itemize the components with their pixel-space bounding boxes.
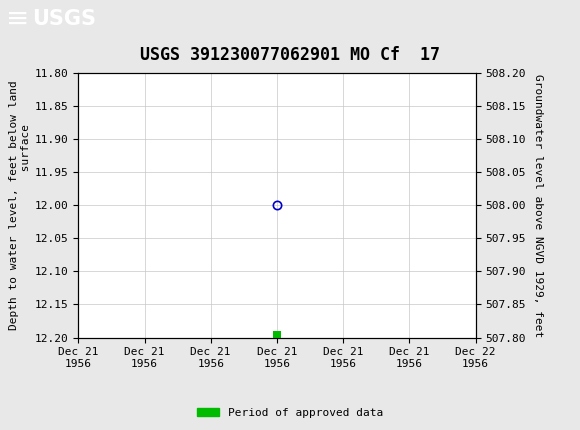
Bar xyxy=(273,331,281,338)
Legend: Period of approved data: Period of approved data xyxy=(193,403,387,422)
Y-axis label: Groundwater level above NGVD 1929, feet: Groundwater level above NGVD 1929, feet xyxy=(533,74,543,337)
Text: USGS: USGS xyxy=(32,9,96,29)
Y-axis label: Depth to water level, feet below land
                 surface: Depth to water level, feet below land su… xyxy=(9,80,31,330)
Text: ≡: ≡ xyxy=(6,5,29,33)
Text: USGS 391230077062901 MO Cf  17: USGS 391230077062901 MO Cf 17 xyxy=(140,46,440,64)
